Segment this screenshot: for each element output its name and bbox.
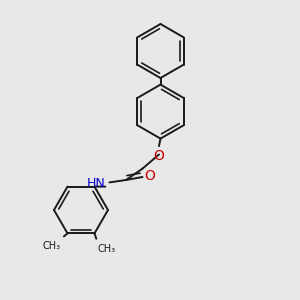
Text: O: O — [154, 148, 164, 163]
Text: HN: HN — [87, 177, 106, 190]
Text: CH₃: CH₃ — [43, 242, 61, 251]
Text: CH₃: CH₃ — [98, 244, 116, 254]
Text: O: O — [144, 169, 155, 183]
